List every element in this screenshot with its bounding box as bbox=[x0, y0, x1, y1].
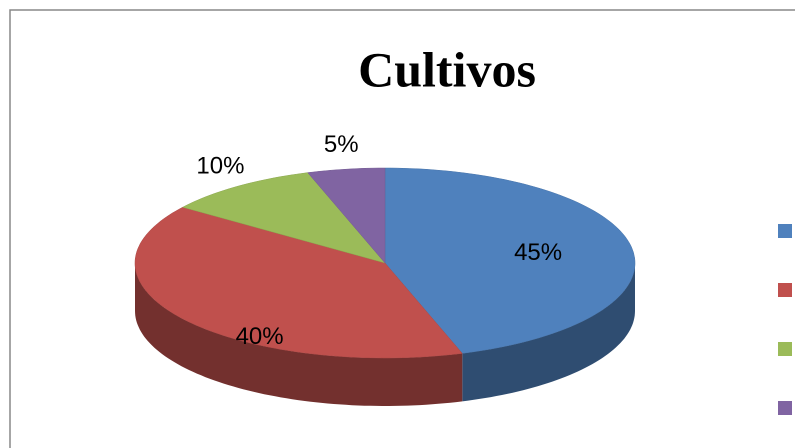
legend-swatch bbox=[778, 401, 792, 415]
legend-swatch bbox=[778, 342, 792, 356]
legend-swatch bbox=[778, 224, 792, 238]
pie-slice-side bbox=[135, 263, 463, 406]
data-label: 5% bbox=[324, 131, 359, 158]
pie-slice-side bbox=[462, 263, 635, 402]
pie-slice bbox=[307, 167, 386, 264]
chart-title: Cultivos bbox=[358, 41, 536, 97]
data-label: 40% bbox=[236, 323, 284, 350]
legend-swatch bbox=[778, 283, 792, 297]
pie-slice bbox=[384, 167, 636, 354]
data-label: 45% bbox=[514, 239, 562, 266]
data-label: 10% bbox=[196, 152, 244, 179]
pie-slice bbox=[182, 172, 386, 264]
pie-slice bbox=[134, 206, 463, 359]
